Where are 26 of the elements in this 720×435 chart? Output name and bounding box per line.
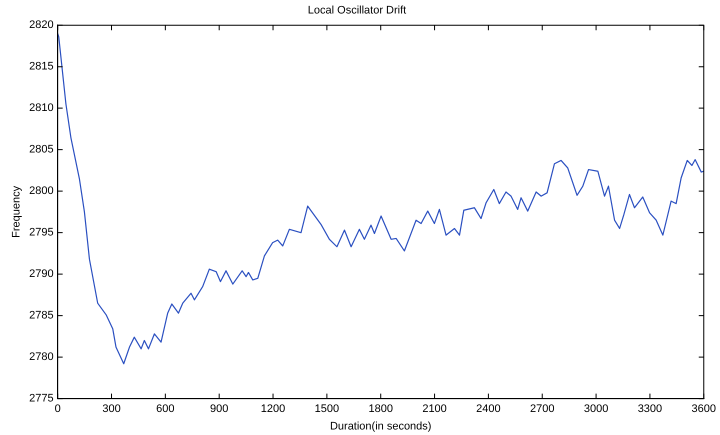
y-tick-label: 2815 bbox=[29, 60, 54, 73]
x-tick-label: 2400 bbox=[476, 403, 501, 416]
x-tick-label: 1200 bbox=[260, 403, 286, 416]
x-tick-label: 3300 bbox=[638, 403, 662, 416]
y-tick-label: 2785 bbox=[29, 310, 54, 322]
x-axis-title: Duration(in seconds) bbox=[330, 420, 432, 432]
chart-title: Local Oscillator Drift bbox=[308, 4, 406, 17]
x-tick-label: 3600 bbox=[692, 403, 716, 416]
y-tick-label: 2810 bbox=[29, 102, 54, 114]
y-tick-label: 2775 bbox=[29, 392, 54, 405]
x-tick-label: 1500 bbox=[314, 403, 340, 416]
x-tick-label: 1800 bbox=[368, 403, 393, 416]
y-axis-title: Frequency bbox=[10, 185, 23, 238]
y-tick-label: 2780 bbox=[29, 351, 54, 364]
y-tick-label: 2820 bbox=[29, 19, 54, 32]
y-tick-label: 2800 bbox=[29, 185, 54, 198]
y-tick-label: 2795 bbox=[29, 226, 54, 239]
y-tick-label: 2790 bbox=[29, 268, 54, 280]
x-tick-label: 2700 bbox=[530, 403, 554, 416]
x-tick-label: 2100 bbox=[422, 403, 447, 416]
x-tick-label: 0 bbox=[54, 403, 61, 416]
x-tick-label: 900 bbox=[210, 403, 228, 416]
x-tick-label: 300 bbox=[102, 403, 121, 416]
x-tick-label: 600 bbox=[156, 403, 175, 416]
y-tick-label: 2805 bbox=[29, 144, 54, 156]
x-tick-label: 3000 bbox=[584, 403, 608, 416]
